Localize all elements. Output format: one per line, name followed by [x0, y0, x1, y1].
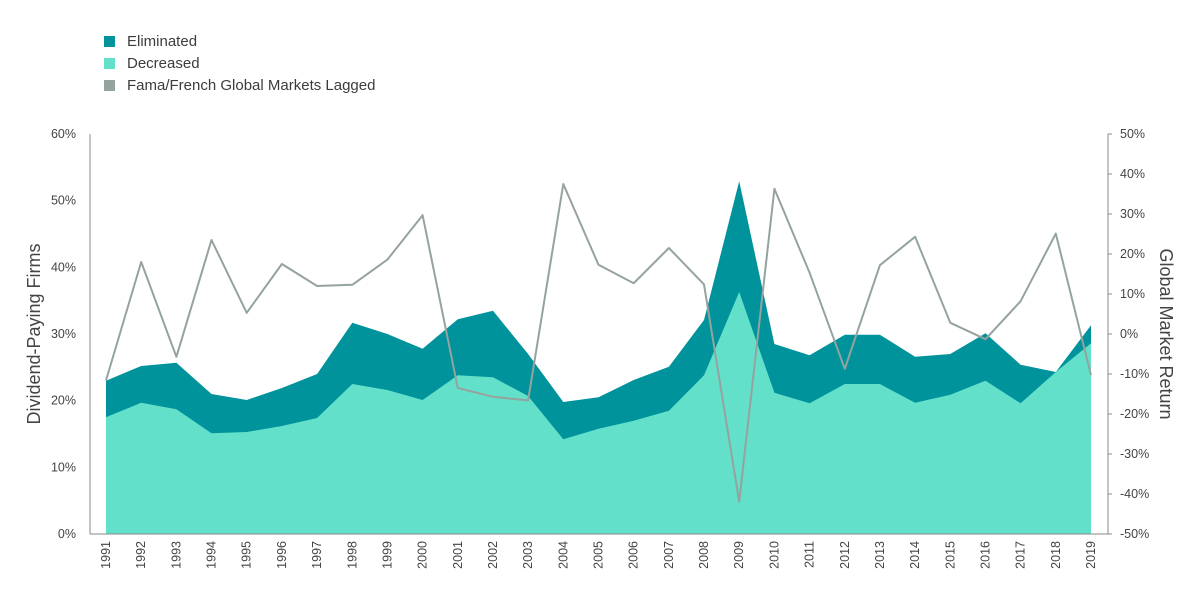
y2-tick-label: -30% — [1120, 447, 1149, 461]
y-axis-title: Dividend-Paying Firms — [24, 243, 44, 424]
x-tick-label: 2011 — [803, 541, 817, 568]
y2-tick-label: -40% — [1120, 487, 1149, 501]
legend-label-eliminated: Eliminated — [127, 32, 198, 50]
y-tick-label: 20% — [51, 394, 76, 408]
x-tick-label: 1991 — [99, 541, 113, 569]
x-tick-label: 2016 — [979, 541, 993, 569]
y2-tick-label: -10% — [1120, 367, 1149, 381]
y2-tick-label: 20% — [1120, 247, 1145, 261]
x-tick-label: 2010 — [767, 541, 781, 569]
x-tick-label: 1994 — [205, 541, 219, 569]
x-tick-label: 1997 — [310, 541, 324, 569]
y2-tick-label: -20% — [1120, 407, 1149, 421]
y2-tick-label: 30% — [1120, 207, 1145, 221]
line-lagged — [105, 183, 1092, 503]
chart-ticks: 0% 10% 20% 30% 40% 50% 60% -50% -40% -30% -20% -10%… — [51, 127, 1149, 569]
x-tick-label: 1999 — [380, 541, 394, 569]
legend-swatch-eliminated — [104, 35, 115, 47]
x-tick-label: 2019 — [1084, 541, 1098, 569]
x-tick-label: 2006 — [627, 541, 641, 569]
x-tick-label: 2009 — [732, 541, 746, 569]
y-tick-label: 30% — [51, 327, 76, 341]
legend: Eliminated Decreased Fama/French Global … — [104, 30, 375, 96]
x-tick-label: 1993 — [169, 541, 183, 569]
x-tick-label: 2008 — [697, 541, 711, 569]
y2-tick-label: 10% — [1120, 287, 1145, 301]
x-tick-label: 2005 — [592, 541, 606, 569]
x-tick-label: 2013 — [873, 541, 887, 569]
chart-areas — [106, 181, 1091, 535]
x-tick-label: 2014 — [908, 541, 922, 569]
x-tick-label: 2001 — [451, 541, 465, 569]
x-tick-label: 1996 — [275, 541, 289, 569]
y2-tick-label: 40% — [1120, 167, 1145, 181]
y-tick-label: 40% — [51, 260, 76, 274]
y-tick-label: 0% — [58, 527, 76, 541]
x-tick-label: 2003 — [521, 541, 535, 569]
y2-tick-label: 0% — [1120, 327, 1138, 341]
x-tick-label: 2017 — [1014, 541, 1028, 569]
x-tick-label: 2000 — [416, 541, 430, 569]
x-tick-label: 1992 — [134, 541, 148, 569]
legend-item-lagged: Fama/French Global Markets Lagged — [104, 74, 375, 96]
x-tick-label: 2012 — [838, 541, 852, 569]
chart-lines — [105, 183, 1092, 503]
x-tick-label: 2007 — [662, 541, 676, 569]
y2-tick-label: -50% — [1120, 527, 1149, 541]
x-tick-label: 2015 — [943, 541, 957, 569]
y2-axis-title: Global Market Return — [1156, 248, 1176, 419]
x-tick-label: 2018 — [1049, 541, 1063, 569]
legend-label-lagged: Fama/French Global Markets Lagged — [127, 76, 376, 94]
y2-tick-label: 50% — [1120, 127, 1145, 141]
legend-item-decreased: Decreased — [104, 52, 375, 74]
y-tick-label: 50% — [51, 194, 76, 208]
legend-swatch-decreased — [104, 57, 115, 69]
x-tick-label: 2002 — [486, 541, 500, 569]
legend-swatch-lagged — [104, 79, 115, 91]
area-decreased — [106, 292, 1091, 534]
legend-item-eliminated: Eliminated — [104, 30, 375, 52]
chart-axes — [89, 133, 1112, 535]
x-tick-label: 2004 — [556, 541, 570, 569]
legend-label-decreased: Decreased — [127, 54, 200, 72]
y-tick-label: 60% — [51, 127, 76, 141]
x-tick-label: 1995 — [240, 541, 254, 569]
y-tick-label: 10% — [51, 460, 76, 474]
x-tick-label: 1998 — [345, 541, 359, 569]
